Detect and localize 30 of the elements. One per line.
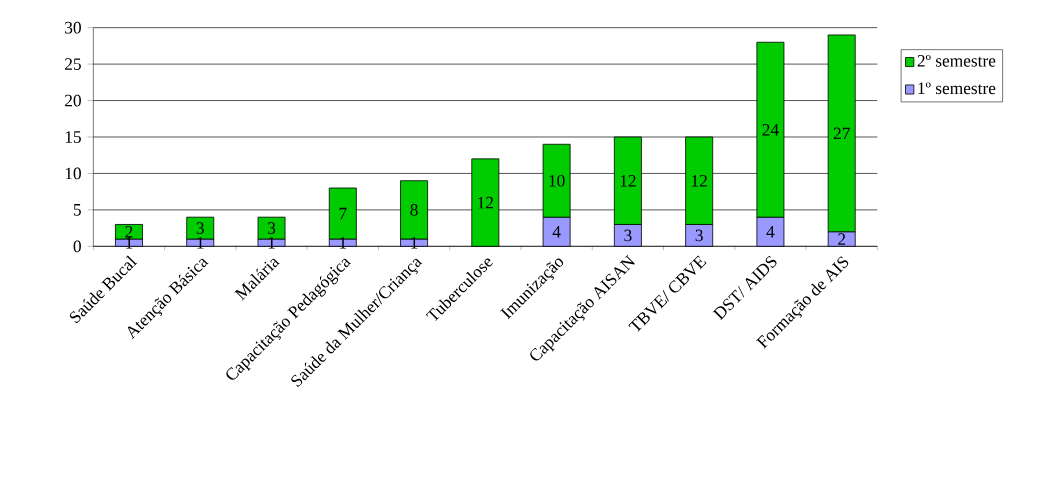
y-tick-label: 20 [65,94,81,107]
data-label: 1 [411,236,418,249]
y-tick-label: 5 [73,204,81,216]
data-label: 8 [410,204,418,216]
data-label: 24 [762,123,779,136]
y-tick-label: 30 [65,21,81,34]
data-label: 4 [766,226,775,238]
data-label: 12 [478,196,494,209]
data-label: 3 [268,222,276,234]
data-label: 2 [838,233,846,245]
y-tick-label: 10 [65,167,81,180]
data-label: 7 [339,207,347,220]
data-label: 12 [620,174,636,187]
data-label: 3 [695,229,703,242]
data-label: 10 [549,174,565,187]
legend-label: 2º semestre [917,54,996,67]
data-label: 1 [126,236,133,249]
data-label: 3 [624,229,632,242]
data-label: 1 [339,236,347,249]
data-label: 1 [197,236,204,249]
data-label: 1 [268,236,275,249]
legend-label: 1º semestre [918,82,996,95]
y-tick-label: 25 [65,58,81,70]
data-label: 12 [692,174,707,187]
y-tick-label: 0 [73,240,81,253]
data-label: 27 [833,127,850,140]
data-label: 4 [552,226,561,238]
data-label: 3 [196,222,204,234]
y-tick-label: 15 [65,131,81,143]
data-label: 2 [125,226,133,238]
